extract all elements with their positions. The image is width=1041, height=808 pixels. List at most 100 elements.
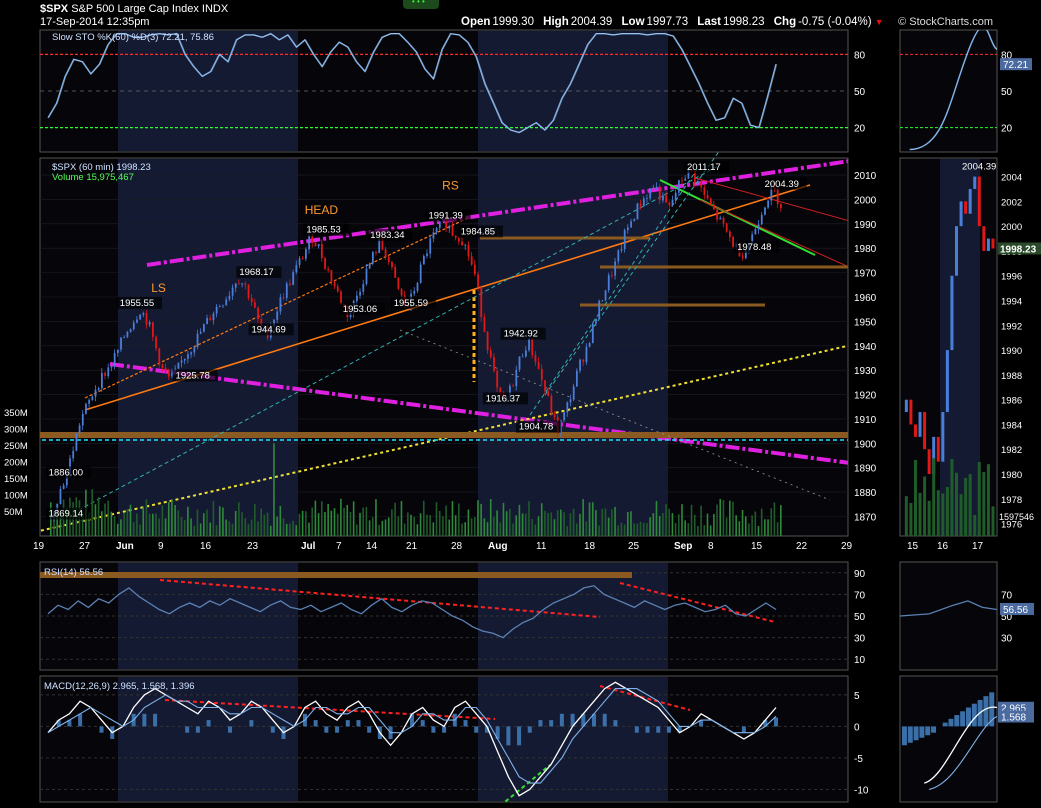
candle-body — [435, 228, 438, 233]
volume-bar — [250, 519, 253, 536]
red-downtrend-2 — [699, 199, 848, 268]
candle-body — [244, 283, 247, 285]
candle-body — [362, 284, 365, 292]
side-price-badge — [998, 242, 1041, 255]
volume-bar — [588, 502, 591, 536]
candle-body — [218, 306, 221, 307]
sto-tick: 80 — [854, 50, 866, 61]
candle-body — [607, 275, 610, 291]
side-macd-bar — [948, 718, 954, 727]
candle-body — [563, 412, 566, 421]
candle-body — [209, 317, 212, 321]
volume-tick: 150M — [4, 474, 28, 485]
x-tick: 18 — [584, 541, 596, 552]
macd-histogram-bar — [356, 720, 361, 727]
price-tick: 2010 — [854, 171, 877, 182]
side-macd-bar — [989, 692, 995, 727]
side-price-tick: 2004 — [1001, 173, 1022, 184]
candle-body — [681, 180, 683, 181]
x-tick: 21 — [406, 541, 418, 552]
side-macd-bar — [971, 703, 977, 727]
volume-bar — [336, 513, 339, 536]
price-tick: 1940 — [854, 342, 877, 353]
candle-body — [626, 227, 629, 231]
volume-bar — [254, 503, 256, 536]
volume-bar — [276, 516, 278, 536]
sto-legend: Slow STO %K(60) %D(3) 72.21, 75.86 — [52, 32, 214, 43]
candle-body — [234, 283, 237, 288]
candle-body — [741, 256, 744, 259]
volume-bar — [81, 511, 84, 536]
toolbar-handle[interactable] — [403, 0, 439, 9]
candle-body — [642, 198, 645, 207]
volume-bar — [540, 503, 543, 536]
side-volume-bar — [959, 494, 963, 536]
candle-body — [359, 291, 362, 296]
side-candle — [936, 436, 940, 462]
volume-bar — [757, 525, 760, 536]
macd-histogram-bar — [656, 726, 661, 733]
macd-histogram-bar — [613, 720, 618, 727]
candle-body — [298, 258, 301, 266]
volume-bar — [94, 504, 97, 536]
volume-bar — [362, 507, 365, 536]
exchange: INDX — [201, 3, 229, 15]
volume-bar — [748, 523, 750, 536]
candle-body — [722, 217, 725, 224]
candle-body — [732, 236, 734, 247]
volume-bar — [509, 508, 511, 536]
macd-tick: 5 — [854, 691, 860, 702]
candle-body — [78, 425, 81, 434]
candle-body — [107, 367, 110, 376]
volume-bar — [158, 518, 160, 536]
candle-body — [320, 244, 323, 259]
candle-body — [85, 403, 87, 414]
macd-histogram-bar — [474, 726, 479, 733]
candle-body — [716, 209, 719, 220]
x-tick: 19 — [33, 541, 45, 552]
candle-body — [617, 250, 620, 262]
candle-body — [368, 263, 371, 269]
volume-tick: 200M — [4, 458, 28, 469]
side-volume-bar — [923, 476, 927, 536]
volume-bar — [225, 519, 227, 536]
volume-bar — [429, 515, 431, 536]
candle-body — [499, 387, 502, 393]
volume-bar — [515, 515, 518, 536]
volume-bar — [346, 504, 349, 536]
side-macd-bar — [919, 726, 925, 738]
candle-body — [285, 283, 288, 298]
candle-body — [349, 312, 352, 318]
candle-body — [75, 433, 78, 451]
candle-body — [365, 268, 368, 285]
candle-body — [190, 352, 193, 355]
cyan-diag-2 — [529, 164, 701, 416]
side-panel-marks — [900, 30, 997, 790]
volume-bar — [104, 503, 106, 536]
chart-title: $SPX S&P 500 Large Cap Index INDX — [40, 3, 228, 16]
volume-bar — [649, 517, 651, 536]
annotation-bg — [172, 369, 218, 382]
macd-histogram-bar — [517, 726, 522, 746]
volume-bar — [330, 510, 333, 536]
upper-trend-dotted — [84, 216, 471, 399]
volume-bar — [741, 509, 744, 536]
candle-body — [633, 219, 636, 222]
side-panel-rsi — [899, 561, 998, 671]
volume-bar — [502, 502, 505, 536]
candle-body — [480, 287, 483, 318]
candle-body — [311, 236, 314, 243]
x-tick: 8 — [708, 541, 714, 552]
volume-bar — [308, 522, 310, 536]
side-volume-bar — [964, 477, 968, 536]
volume-bar — [665, 504, 667, 536]
side-volume-bar — [918, 492, 922, 536]
candle-body — [540, 368, 543, 381]
side-volume-bar — [982, 472, 986, 536]
price-annotation: 1953.06 — [343, 304, 377, 315]
volume-bar — [725, 517, 728, 536]
volume-bar — [209, 522, 211, 536]
volume-bar — [123, 512, 125, 536]
side-x-tick: 15 — [907, 541, 919, 552]
